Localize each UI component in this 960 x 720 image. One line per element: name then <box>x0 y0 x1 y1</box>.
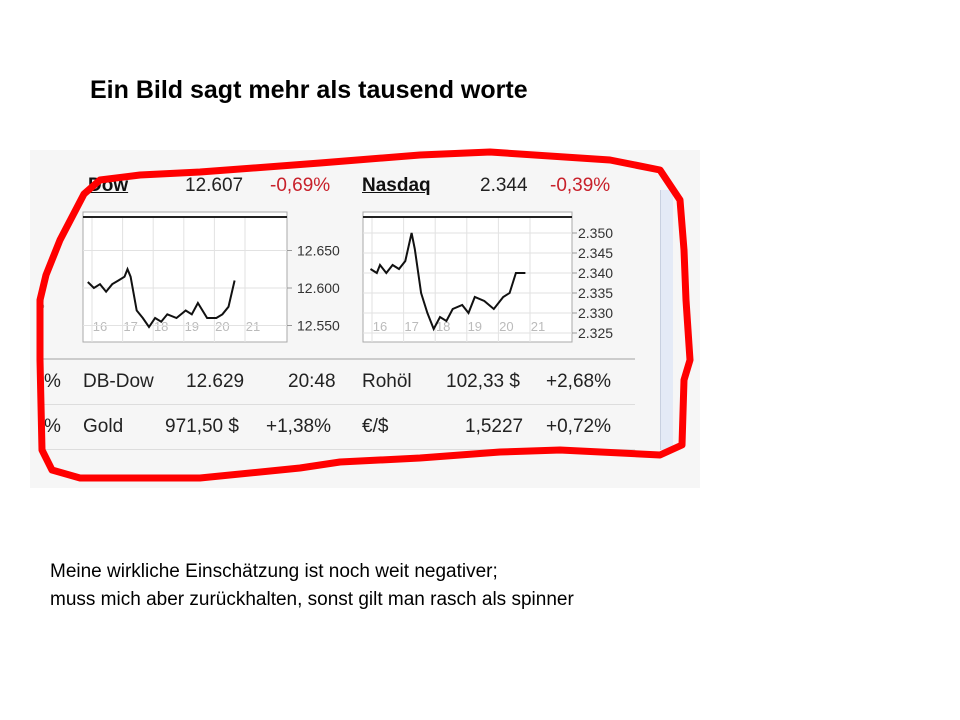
y-tick-label: 12.550 <box>297 318 340 334</box>
x-tick-label: 20 <box>499 319 513 334</box>
row2-name2[interactable]: €/$ <box>362 416 389 437</box>
y-tick-label: 2.340 <box>578 265 613 281</box>
x-tick-label: 16 <box>373 319 387 334</box>
x-tick-label: 17 <box>404 319 418 334</box>
x-tick-label: 20 <box>215 319 229 334</box>
x-tick-label: 17 <box>123 319 137 334</box>
y-tick-label: 12.600 <box>297 280 340 296</box>
row2-change2: +0,72% <box>546 416 611 437</box>
divider <box>40 358 635 360</box>
row1-name1[interactable]: DB-Dow <box>83 371 154 392</box>
y-tick-label: 2.330 <box>578 305 613 321</box>
row2-edge: % <box>44 416 61 437</box>
row-divider <box>40 404 635 405</box>
row1-name2[interactable]: Rohöl <box>362 371 412 392</box>
x-tick-label: 19 <box>468 319 482 334</box>
x-tick-label: 16 <box>93 319 107 334</box>
x-tick-label: 21 <box>246 319 260 334</box>
row2-extra1: +1,38% <box>266 416 331 437</box>
row1-value2: 102,33 $ <box>446 371 520 392</box>
row1-change2: +2,68% <box>546 371 611 392</box>
note-line-1: Meine wirkliche Einschätzung ist noch we… <box>50 561 498 582</box>
y-tick-label: 2.325 <box>578 325 613 341</box>
y-tick-label: 12.650 <box>297 243 340 259</box>
y-tick-label: 2.335 <box>578 285 613 301</box>
row2-value2: 1,5227 <box>465 416 524 437</box>
y-tick-label: 2.350 <box>578 225 613 241</box>
row1-edge: % <box>44 371 61 392</box>
x-tick-label: 21 <box>531 319 545 334</box>
slide-title: Ein Bild sagt mehr als tausend worte <box>90 76 528 104</box>
note-line-2: muss mich aber zurückhalten, sonst gilt … <box>50 589 574 610</box>
x-tick-label: 19 <box>185 319 199 334</box>
row2-value1: 971,50 $ <box>165 416 239 437</box>
row1-extra1: 20:48 <box>288 371 336 392</box>
y-tick-label: 2.345 <box>578 245 613 261</box>
row2-name1[interactable]: Gold <box>83 416 124 437</box>
row-divider <box>40 449 635 450</box>
row1-value1: 12.629 <box>186 371 245 392</box>
